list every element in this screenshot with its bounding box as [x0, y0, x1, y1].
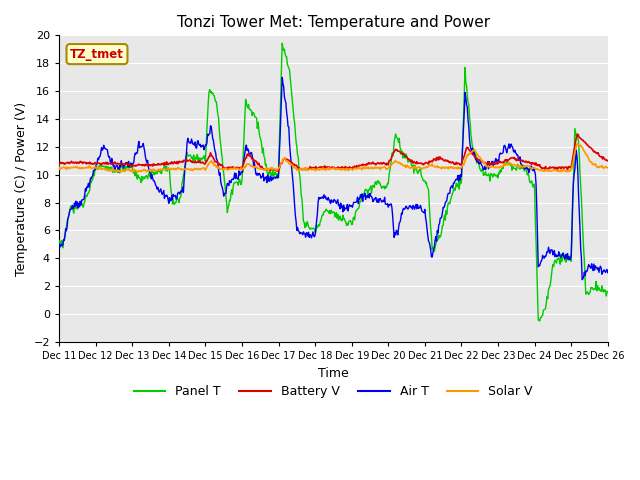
Bar [59, 63, 608, 91]
Bar [59, 286, 608, 314]
Battery V [604, 158, 612, 164]
Solar V [446, 164, 454, 170]
Bar [59, 203, 608, 230]
Bar [59, 36, 608, 63]
Bar [59, 119, 608, 147]
Panel T [536, 318, 543, 324]
Panel T [467, 132, 475, 138]
Air T [278, 74, 286, 80]
Battery V [380, 160, 387, 166]
Panel T [380, 184, 387, 190]
Bar [59, 314, 608, 342]
Solar V [55, 164, 63, 170]
Y-axis label: Temperature (C) / Power (V): Temperature (C) / Power (V) [15, 102, 28, 276]
Air T [55, 241, 63, 247]
Bar [59, 147, 608, 175]
Solar V [604, 165, 612, 170]
X-axis label: Time: Time [318, 367, 349, 380]
Bar [59, 230, 608, 258]
Air T [467, 145, 475, 151]
Air T [446, 191, 454, 196]
Air T [579, 277, 586, 283]
Air T [602, 270, 609, 276]
Solar V [134, 169, 141, 175]
Battery V [574, 132, 582, 137]
Title: Tonzi Tower Met: Temperature and Power: Tonzi Tower Met: Temperature and Power [177, 15, 490, 30]
Line: Air T: Air T [59, 77, 608, 280]
Solar V [141, 167, 148, 172]
Panel T [298, 196, 306, 202]
Solar V [573, 141, 581, 147]
Panel T [55, 238, 63, 243]
Panel T [604, 288, 612, 294]
Battery V [140, 162, 148, 168]
Panel T [278, 40, 286, 46]
Solar V [602, 164, 609, 169]
Bar [59, 175, 608, 203]
Solar V [467, 150, 475, 156]
Air T [380, 197, 387, 203]
Bar [59, 91, 608, 119]
Legend: Panel T, Battery V, Air T, Solar V: Panel T, Battery V, Air T, Solar V [129, 380, 538, 403]
Bar [59, 258, 608, 286]
Battery V [275, 168, 282, 174]
Line: Solar V: Solar V [59, 144, 608, 172]
Air T [140, 144, 148, 150]
Line: Battery V: Battery V [59, 134, 608, 171]
Battery V [467, 150, 475, 156]
Panel T [446, 201, 454, 207]
Text: TZ_tmet: TZ_tmet [70, 48, 124, 60]
Line: Panel T: Panel T [59, 43, 608, 321]
Panel T [140, 174, 148, 180]
Solar V [298, 166, 306, 172]
Air T [604, 270, 612, 276]
Panel T [602, 288, 609, 293]
Air T [298, 230, 306, 236]
Battery V [602, 157, 609, 163]
Battery V [55, 162, 63, 168]
Battery V [446, 160, 454, 166]
Solar V [380, 164, 387, 170]
Battery V [298, 167, 306, 172]
